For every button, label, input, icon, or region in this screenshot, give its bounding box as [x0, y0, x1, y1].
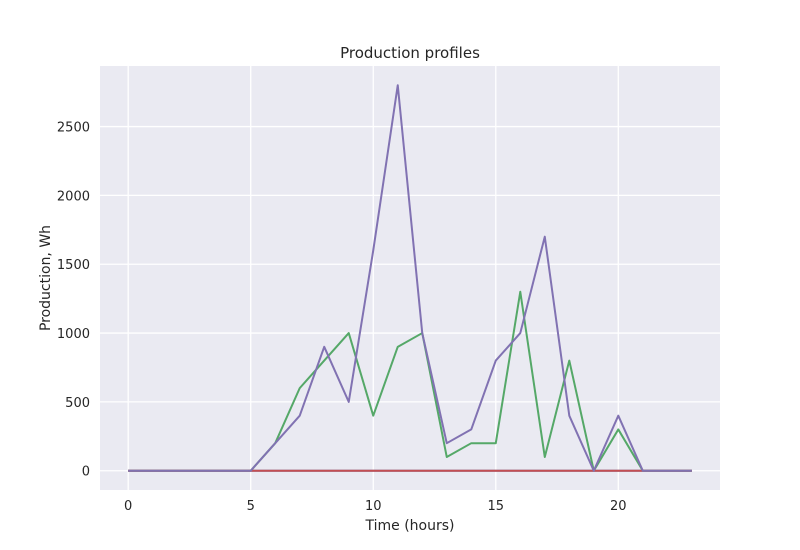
- chart-title: Production profiles: [340, 44, 480, 62]
- x-tick-label: 20: [610, 499, 627, 514]
- y-tick-label: 2000: [57, 189, 90, 204]
- x-tick-label: 15: [487, 499, 504, 514]
- y-axis-label: Production, Wh: [38, 225, 54, 331]
- x-tick-label: 5: [247, 499, 255, 514]
- y-tick-label: 2500: [57, 121, 90, 136]
- y-tick-label: 1500: [57, 258, 90, 273]
- x-axis-label: Time (hours): [365, 518, 455, 534]
- x-tick-label: 0: [124, 499, 132, 514]
- y-tick-label: 500: [65, 396, 90, 411]
- plot-area: [100, 66, 720, 490]
- x-tick-label: 10: [365, 499, 382, 514]
- x-tick-labels: 0 5 10 15 20: [124, 499, 627, 514]
- series-lines: [128, 84, 692, 472]
- y-tick-label: 1000: [57, 327, 90, 342]
- y-tick-label: 0: [82, 465, 90, 480]
- series-line-4: [128, 84, 692, 472]
- y-tick-labels: 0 500 1000 1500 2000 2500: [57, 121, 90, 480]
